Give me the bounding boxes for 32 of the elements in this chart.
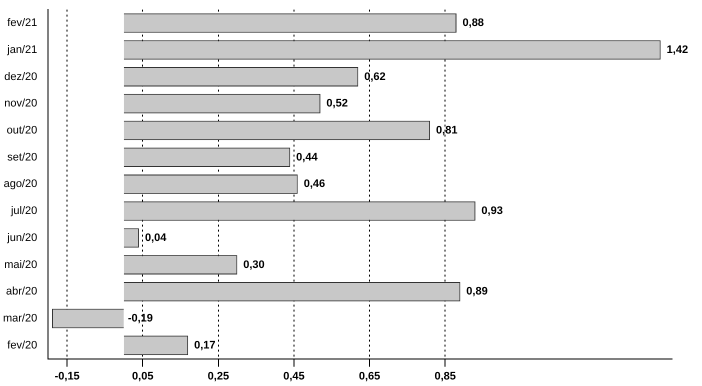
y-tick-label: jan/21	[6, 44, 38, 56]
data-label: 0,46	[304, 178, 326, 190]
x-tick-label: 0,25	[208, 370, 230, 382]
data-label: 0,04	[144, 232, 168, 244]
data-label: -0,19	[128, 312, 153, 325]
x-tick-label: 0,85	[434, 370, 456, 382]
y-tick-label: jun/20	[6, 232, 38, 244]
data-label: 0,52	[326, 98, 348, 110]
y-tick-label: fev/20	[7, 339, 38, 352]
y-tick-label: mar/20	[2, 312, 38, 325]
y-tick-label: out/20	[6, 124, 38, 137]
data-label: 0,17	[194, 339, 216, 352]
y-tick-label: fev/21	[7, 17, 38, 30]
y-tick-label: nov/20	[4, 98, 38, 110]
x-tick-label: 0,05	[132, 370, 154, 382]
data-label: 0,89	[466, 286, 488, 298]
y-tick-label: jul/20	[10, 205, 38, 218]
data-label: 0,81	[436, 124, 458, 137]
y-tick-label: dez/20	[4, 70, 38, 83]
data-label: 0,44	[296, 151, 318, 164]
data-label: 0,30	[243, 258, 265, 271]
y-tick-label: ago/20	[4, 178, 38, 190]
x-tick-label: -0,15	[54, 370, 80, 382]
y-tick-label: mai/20	[4, 258, 38, 271]
x-tick-label: 0,45	[283, 370, 305, 382]
data-label: 0,93	[481, 205, 503, 218]
x-tick-label: 0,65	[358, 370, 380, 382]
y-tick-label: abr/20	[6, 286, 38, 298]
y-tick-label: set/20	[7, 151, 38, 164]
data-label: 0,62	[364, 70, 386, 83]
data-label: 1,42	[666, 44, 688, 56]
data-label: 0,88	[462, 17, 484, 30]
